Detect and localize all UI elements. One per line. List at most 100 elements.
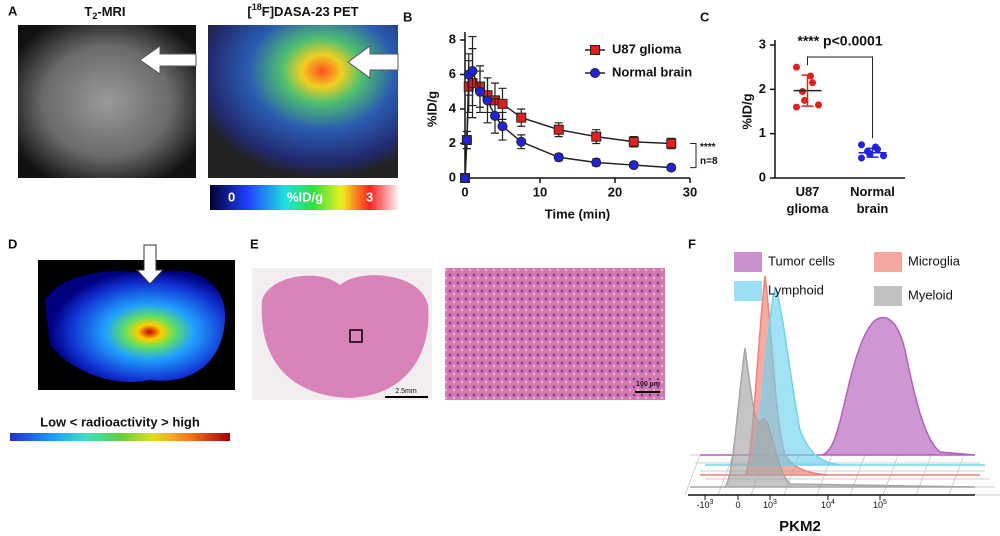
label-line: brain [857,201,889,216]
dot [793,63,800,71]
y-tick-label: 8 [449,31,456,46]
annotation: **** p<0.0001 [797,33,882,49]
legend-swatch [734,252,762,272]
x-tick-label: 0 [461,184,468,199]
colorbar-min: 0 [228,189,235,204]
x-tick-label: 103 [763,499,777,511]
panel-label: E [250,236,259,251]
legend-label: Tumor cells [768,253,835,268]
y-tick-label: 0 [759,169,766,184]
x-tick-label: Normal brain [850,184,895,216]
marker [666,162,677,173]
legend-label: Lymphoid [768,282,824,297]
y-tick-label: 2 [759,81,766,96]
legend-marker [590,68,600,78]
label-line: U87 [796,184,820,199]
scale-label: 100 µm [636,381,660,388]
histogram [700,316,976,456]
sup: 18 [252,2,262,12]
histology-image [445,268,665,400]
y-tick-label: 6 [449,66,456,81]
colorbar-max: 3 [366,189,373,204]
y-tick-label: 4 [449,100,457,115]
panel-f: F PKM2 Tumor cells Microglia Lymphoid Myelo… [684,236,1000,535]
x-axis-label: PKM2 [779,518,821,535]
pet-title: [18F]DASA-23 PET [247,2,358,19]
x-tick-label: 20 [608,184,622,199]
panel-label: D [8,236,17,251]
marker [475,86,485,97]
dot [858,141,865,149]
floor-grid [684,454,701,496]
marker [628,160,639,171]
x-tick-label: -103 [697,499,714,511]
panel-e: E 2.5mm 100 µm [250,236,665,400]
dot [801,96,808,104]
panel-a: A T2-MRI [18F]DASA-23 PET 0 %ID/g 3 [8,2,399,210]
marker [497,121,508,132]
legend-bar [10,433,230,441]
y-axis-label: %ID/g [424,91,439,127]
annotation: n=8 [700,156,718,167]
base: 0 [735,500,740,510]
legend-swatch [734,281,762,301]
base: 10 [873,500,883,510]
base: -10 [697,500,710,510]
marker [497,98,508,109]
inset-box [349,329,363,343]
y-tick-label: 3 [759,36,766,51]
panel-label: B [403,9,412,24]
y-axis-label: %ID/g [739,93,754,129]
scale-label: 2.5mm [395,388,417,395]
dot [874,145,881,153]
sd-bar [866,147,879,158]
marker [460,173,470,183]
autoradiograph [45,270,226,382]
y-tick-label: 2 [449,135,456,150]
t: T [84,4,92,19]
x-tick-label: 105 [873,499,887,511]
mri-title: T2-MRI [84,4,125,21]
dot [815,101,822,109]
sup: 5 [883,499,887,506]
dot [866,150,873,158]
dot [858,154,865,162]
marker [553,152,564,163]
panel-label: C [700,9,710,24]
rest: -MRI [97,4,125,19]
series-line [464,69,672,179]
panel-label: F [688,236,696,251]
t: [ [247,4,252,19]
marker [461,135,472,146]
rest: F]DASA-23 PET [262,4,359,19]
annotation: **** [700,142,716,153]
colorbar [210,185,398,210]
marker [666,138,677,149]
marker [628,136,639,147]
arrow [139,45,197,75]
sub: 2 [92,11,97,21]
panel-label: A [8,3,18,18]
legend-label: Normal brain [612,64,692,79]
marker [516,112,527,123]
bracket [807,56,873,139]
base: 10 [763,500,773,510]
brain-section [261,275,429,398]
marker [591,157,602,168]
x-axis-label: Time (min) [545,206,611,221]
x-tick-label: 0 [735,500,740,510]
colorbar-label: %ID/g [287,189,323,204]
dot [809,79,816,87]
legend-label: Microglia [908,253,961,268]
sup: 4 [831,499,835,506]
marker [553,124,564,135]
legend-label: Myeloid [908,287,953,302]
y-tick-label: 0 [449,169,456,184]
arrow [135,244,165,285]
histogram [705,285,985,466]
legend-marker [590,45,600,55]
sd-bar [801,74,814,107]
marker [467,66,478,77]
marker [490,110,500,121]
